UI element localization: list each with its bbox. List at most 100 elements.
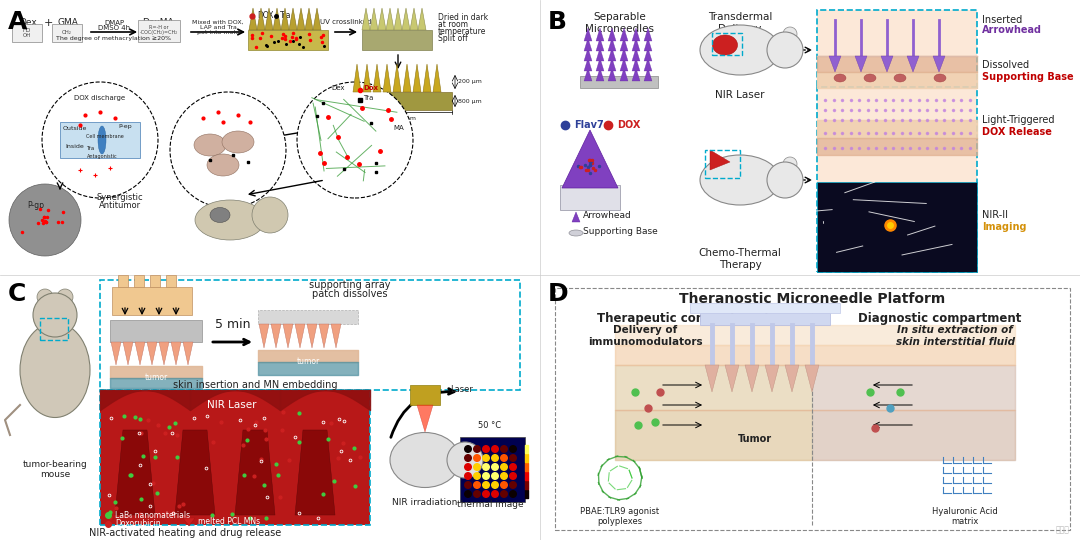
Circle shape [482,445,490,453]
Bar [118,275,129,287]
Polygon shape [725,365,739,392]
Circle shape [464,463,472,471]
Polygon shape [572,212,580,222]
Circle shape [491,481,499,489]
Polygon shape [805,365,819,392]
Polygon shape [644,28,652,41]
Text: P-gp: P-gp [27,201,44,210]
Circle shape [482,472,490,480]
Ellipse shape [195,200,265,240]
Text: Synergistic: Synergistic [97,193,144,202]
Text: Supporting Base: Supporting Base [982,72,1074,82]
Circle shape [464,490,472,498]
Polygon shape [620,58,627,71]
Text: Dried in dark: Dried in dark [438,13,488,22]
Text: Separable
Microneedles: Separable Microneedles [585,12,654,33]
Ellipse shape [864,74,876,82]
Text: NIR Laser: NIR Laser [207,400,257,410]
Polygon shape [644,58,652,71]
Bar [352,92,453,110]
Text: UV crosslinked: UV crosslinked [321,19,372,25]
Text: Arrowhead: Arrowhead [583,212,632,220]
Polygon shape [785,365,799,392]
Text: melted PCL MNs: melted PCL MNs [198,517,260,526]
Bar [150,275,160,287]
Ellipse shape [700,155,780,205]
Polygon shape [330,324,341,348]
Text: Theranostic Microneedle Platform: Theranostic Microneedle Platform [679,292,945,306]
Circle shape [509,463,517,471]
Text: Mixed with DOX,: Mixed with DOX, [192,20,244,25]
Text: Dox: Dox [363,85,378,91]
Polygon shape [297,8,305,30]
Polygon shape [135,342,145,365]
Text: Transdermal
Delivery: Transdermal Delivery [707,12,772,33]
Polygon shape [907,56,919,72]
Bar [12,24,42,42]
Circle shape [500,454,508,462]
Ellipse shape [98,126,106,154]
Polygon shape [393,64,401,92]
Polygon shape [620,38,627,51]
Circle shape [33,293,77,337]
Ellipse shape [21,322,90,417]
Text: Antagonistic: Antagonistic [86,154,118,159]
Polygon shape [632,38,640,51]
Polygon shape [373,64,381,92]
Text: patch dissolves: patch dissolves [312,289,388,299]
Text: 6.36 mm: 6.36 mm [388,116,416,121]
Circle shape [170,92,286,208]
Circle shape [473,472,481,480]
Polygon shape [765,365,779,392]
Polygon shape [933,56,945,72]
Circle shape [473,445,481,453]
Text: Pierced into skin: Pierced into skin [319,115,381,124]
Bar [60,122,140,158]
Text: Chemo-Thermal
Therapy: Chemo-Thermal Therapy [699,248,782,269]
Text: Doxorubicin: Doxorubicin [114,519,161,529]
Polygon shape [281,8,289,30]
Polygon shape [273,8,281,30]
Ellipse shape [934,74,946,82]
Bar [816,182,977,272]
Ellipse shape [894,74,906,82]
Polygon shape [171,342,181,365]
Circle shape [482,490,490,498]
Text: Dissolved: Dissolved [982,60,1029,70]
Polygon shape [147,342,157,365]
Circle shape [473,481,481,489]
Text: DOX: DOX [617,120,640,130]
Ellipse shape [569,230,583,236]
Circle shape [57,289,73,305]
Polygon shape [410,8,418,30]
Circle shape [491,490,499,498]
Text: MA: MA [393,125,404,131]
Text: Laser: Laser [450,385,473,394]
Polygon shape [257,8,265,30]
Polygon shape [319,324,329,348]
Text: D: D [548,282,569,306]
Circle shape [473,454,481,462]
Circle shape [509,454,517,462]
Polygon shape [418,8,426,30]
Polygon shape [235,430,275,515]
Polygon shape [289,8,297,30]
Bar [100,280,519,390]
Polygon shape [259,324,269,348]
Bar [138,20,180,42]
Polygon shape [596,68,604,81]
Text: +: + [43,18,53,28]
Polygon shape [620,28,627,41]
Text: LAP and Tra: LAP and Tra [200,25,237,30]
Bar [134,275,144,287]
Text: NIR-activated heating and drug release: NIR-activated heating and drug release [89,528,281,538]
Ellipse shape [713,35,738,55]
Bar [700,313,831,325]
Circle shape [464,472,472,480]
Polygon shape [378,8,386,30]
Polygon shape [183,342,193,365]
Bar [258,310,357,324]
Circle shape [482,463,490,471]
Polygon shape [881,56,893,72]
Polygon shape [383,64,391,92]
